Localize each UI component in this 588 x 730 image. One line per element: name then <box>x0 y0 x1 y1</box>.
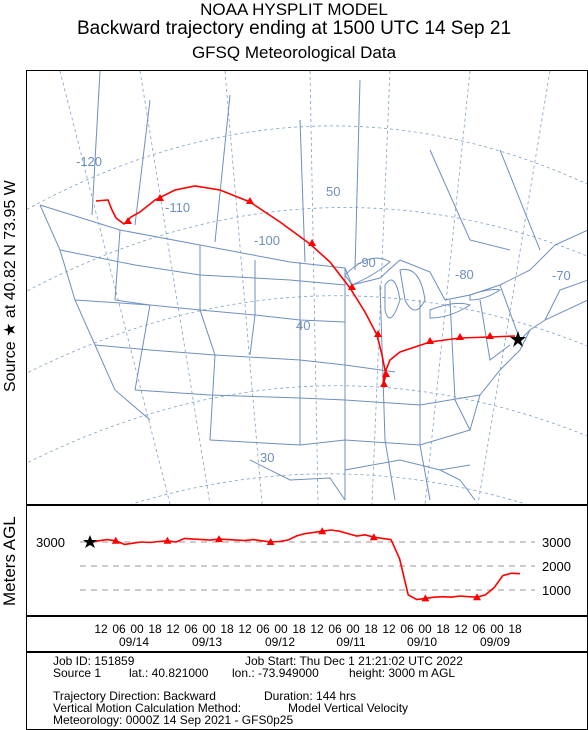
height-marker <box>215 535 223 543</box>
hour-tick-label: 18 <box>292 622 306 636</box>
height-marker <box>111 536 120 544</box>
hour-tick-label: 00 <box>202 622 216 636</box>
lon-label: -100 <box>254 233 280 248</box>
height-marker <box>421 594 430 602</box>
source-id: Source 1 <box>53 666 102 680</box>
date-tick-label: 09/09 <box>479 635 511 649</box>
hour-tick-label: 12 <box>310 622 324 636</box>
date-tick-label: 09/14 <box>118 635 150 649</box>
graticule <box>27 71 587 504</box>
height-right-label: 1000 <box>542 583 571 598</box>
date-tick-label: 09/10 <box>406 635 438 649</box>
hour-tick-label: 00 <box>274 622 288 636</box>
graticule-labels: -120 -110 -100 -90 -80 -70 50 40 30 <box>76 154 571 465</box>
height-right-label: 3000 <box>542 535 571 550</box>
hour-tick-label: 06 <box>400 622 414 636</box>
hour-tick-label: 18 <box>364 622 378 636</box>
duration: Duration: 144 hrs <box>264 689 357 703</box>
hour-tick-label: 12 <box>454 622 468 636</box>
hour-tick-label: 06 <box>328 622 342 636</box>
height-marker <box>318 527 327 535</box>
hour-tick-label: 12 <box>382 622 396 636</box>
hour-tick-label: 18 <box>436 622 450 636</box>
hour-tick-label: 00 <box>130 622 144 636</box>
hour-tick-label: 06 <box>256 622 270 636</box>
source-lon: lon.: -73.949000 <box>232 666 319 680</box>
date-ticks: 09/14 09/13 09/12 09/11 09/10 09/09 <box>0 635 588 649</box>
lon-label: -90 <box>357 255 376 270</box>
star-icon <box>510 331 526 347</box>
height-marker <box>266 538 275 545</box>
height-profile-line <box>89 529 521 601</box>
hour-tick-label: 18 <box>220 622 234 636</box>
hour-tick-label: 12 <box>166 622 180 636</box>
vertical-method-value: Model Vertical Velocity <box>288 701 409 715</box>
height-right-label: 2000 <box>542 559 571 574</box>
trajectory-title: Backward trajectory ending at 1500 UTC 1… <box>76 18 512 39</box>
lon-label: -80 <box>455 267 474 282</box>
job-id: Job ID: 151859 <box>53 654 135 668</box>
model-title: NOAA HYSPLIT MODEL <box>200 0 388 19</box>
hour-tick-label: 18 <box>508 622 522 636</box>
lon-label: -70 <box>552 268 571 283</box>
hour-tick-label: 12 <box>238 622 252 636</box>
height-markers <box>111 527 481 602</box>
hour-tick-label: 06 <box>184 622 198 636</box>
job-start: Job Start: Thu Dec 1 21:21:02 UTC 2022 <box>245 654 463 668</box>
hour-tick-label: 06 <box>472 622 486 636</box>
hour-ticks: 12 06 00 18 12 06 00 18 12 06 00 18 12 06 00 18 12 06 00 18… <box>0 622 588 636</box>
trajectory-direction: Trajectory Direction: Backward <box>53 689 216 703</box>
vertical-method: Vertical Motion Calculation Method: <box>53 701 242 715</box>
lat-label: 30 <box>260 450 274 465</box>
height-marker <box>369 533 378 541</box>
source-height: height: 3000 m AGL <box>349 666 456 680</box>
date-tick-label: 09/11 <box>336 635 366 649</box>
hour-tick-label: 18 <box>148 622 162 636</box>
hour-tick-label: 00 <box>418 622 432 636</box>
source-lat: lat.: 40.821000 <box>129 666 209 680</box>
star-icon <box>83 535 97 548</box>
height-marker <box>473 593 481 601</box>
hour-tick-label: 06 <box>112 622 126 636</box>
hour-tick-label: 00 <box>346 622 360 636</box>
hour-tick-label: 00 <box>490 622 504 636</box>
boundaries <box>39 71 587 501</box>
hour-tick-label: 12 <box>94 622 108 636</box>
meteorology-info: Meteorology: 0000Z 14 Sep 2021 - GFS0p25 <box>53 713 294 727</box>
meteorology-title: GFSQ Meteorological Data <box>191 43 397 62</box>
height-left-label: 3000 <box>36 535 65 550</box>
lat-label: 40 <box>296 318 310 333</box>
date-tick-label: 09/13 <box>191 635 223 649</box>
height-marker <box>163 536 172 544</box>
lat-label: 50 <box>326 184 340 199</box>
lon-label: -110 <box>165 200 190 215</box>
height-gridlines <box>80 541 535 591</box>
trajectory-path <box>95 185 526 387</box>
date-tick-label: 09/12 <box>264 635 296 649</box>
lon-label: -120 <box>76 154 102 169</box>
